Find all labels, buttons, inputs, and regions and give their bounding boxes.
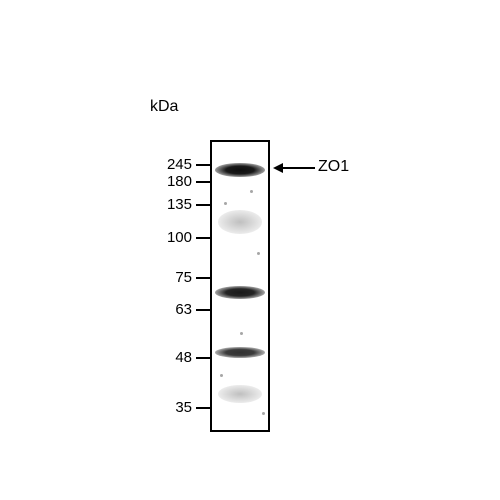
tick-label-135: 135	[152, 196, 192, 213]
blot-figure: kDa ZO1 245180 135 100 75 63 48 35	[0, 0, 500, 500]
noise-dot	[257, 252, 260, 255]
noise-dot	[250, 190, 253, 193]
blot-lane	[210, 140, 270, 432]
band-ZO1	[215, 163, 264, 177]
noise-dot	[240, 332, 243, 335]
tick-245	[196, 164, 210, 166]
tick-135	[196, 204, 210, 206]
zo1-arrow-head	[273, 163, 283, 173]
tick-label-180: 180	[152, 173, 192, 190]
tick-label-245: 245	[152, 156, 192, 173]
smear-0	[218, 210, 263, 234]
band-mid-70	[215, 286, 264, 299]
noise-dot	[220, 374, 223, 377]
tick-75	[196, 277, 210, 279]
noise-dot	[262, 412, 265, 415]
zo1-arrow-line	[283, 167, 315, 169]
zo1-label: ZO1	[318, 158, 349, 176]
tick-label-63: 63	[152, 301, 192, 318]
tick-label-48: 48	[152, 349, 192, 366]
smear-1	[218, 385, 263, 403]
tick-180	[196, 181, 210, 183]
tick-label-75: 75	[152, 269, 192, 286]
tick-label-35: 35	[152, 399, 192, 416]
band-low-50	[215, 347, 264, 358]
tick-48	[196, 357, 210, 359]
noise-dot	[224, 202, 227, 205]
tick-63	[196, 309, 210, 311]
tick-label-100: 100	[152, 229, 192, 246]
tick-100	[196, 237, 210, 239]
tick-35	[196, 407, 210, 409]
unit-label: kDa	[150, 98, 178, 116]
